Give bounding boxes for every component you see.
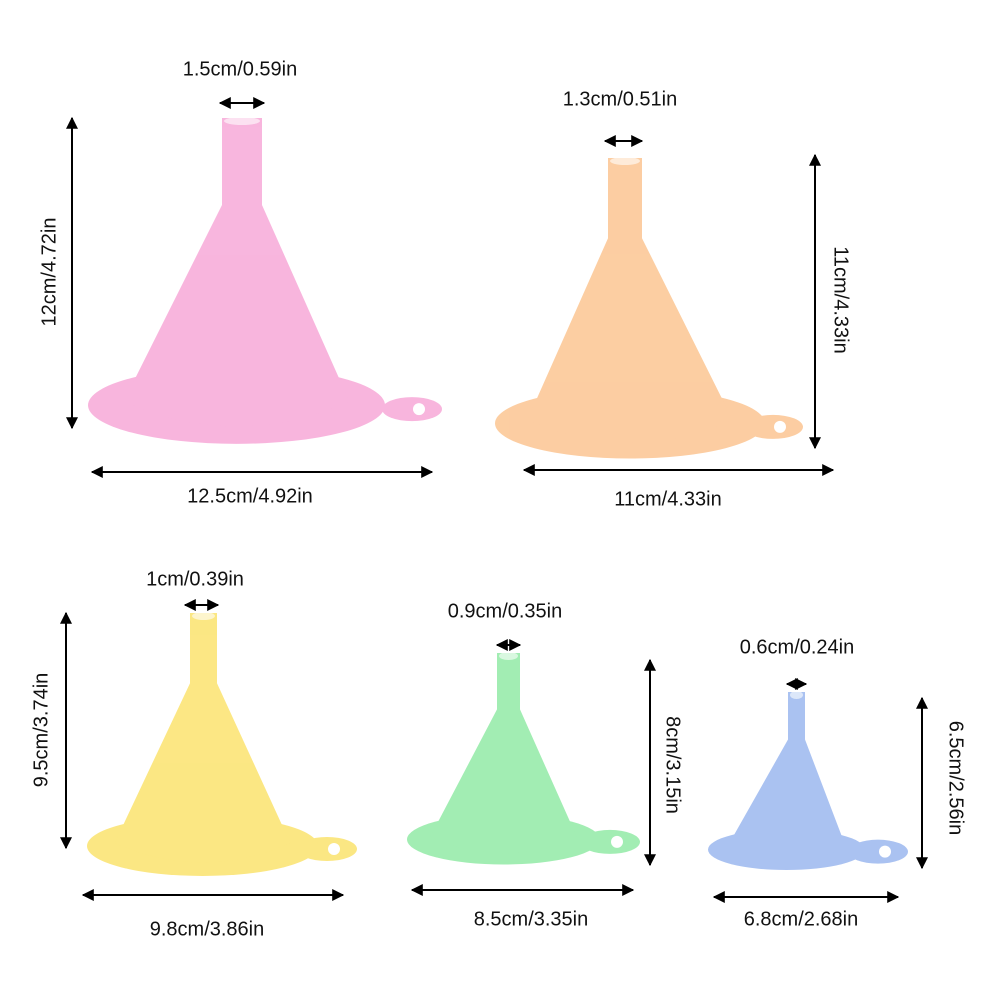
funnel-body	[430, 653, 577, 854]
spout-label: 1.5cm/0.59in	[183, 58, 298, 80]
spout-top	[192, 612, 215, 620]
funnel-body	[527, 158, 733, 443]
width-label: 8.5cm/3.35in	[474, 908, 589, 930]
funnel	[708, 691, 908, 871]
spout-label: 0.6cm/0.24in	[740, 636, 855, 658]
height-label: 6.5cm/2.56in	[945, 721, 967, 836]
funnel-body	[123, 118, 350, 427]
tab-hole	[328, 842, 340, 855]
tab-hole	[879, 845, 891, 858]
width-label: 11cm/4.33in	[614, 488, 721, 510]
height-label: 11cm/4.33in	[830, 246, 852, 353]
tab-hole	[774, 420, 786, 433]
spout-label: 1cm/0.39in	[146, 568, 244, 590]
height-label: 8cm/3.15in	[662, 716, 684, 814]
spout-top	[499, 652, 518, 660]
funnel	[88, 117, 442, 444]
funnel	[495, 157, 803, 459]
tab-hole	[611, 835, 623, 848]
spout-top	[224, 117, 260, 125]
spout-label: 0.9cm/0.35in	[448, 600, 563, 622]
funnel-tab	[382, 397, 442, 422]
height-label: 9.5cm/3.74in	[30, 673, 52, 788]
funnel	[87, 612, 357, 877]
width-label: 12.5cm/4.92in	[187, 485, 313, 507]
height-label: 12cm/4.72in	[38, 218, 60, 327]
funnel-body	[726, 692, 847, 861]
funnel	[407, 652, 640, 865]
spout-top	[610, 157, 640, 165]
spout-top	[790, 691, 803, 699]
width-label: 9.8cm/3.86in	[150, 918, 265, 940]
funnel-body	[114, 613, 291, 863]
tab-hole	[413, 403, 425, 416]
width-label: 6.8cm/2.68in	[744, 908, 859, 930]
spout-label: 1.3cm/0.51in	[563, 88, 678, 110]
